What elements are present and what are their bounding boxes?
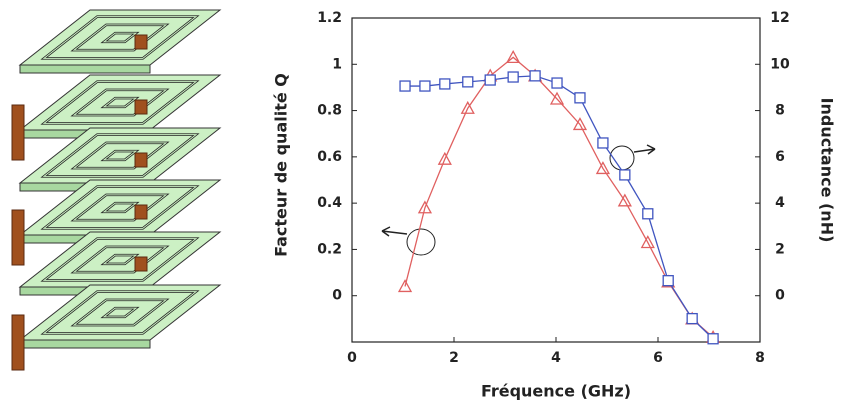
x-tick-label: 8: [755, 350, 765, 366]
spiral-turn-inner: [42, 238, 198, 281]
series-line: [405, 75, 714, 340]
y2-axis-title: Inductance (nH): [818, 98, 837, 243]
plate: [18, 284, 222, 341]
spiral-turn-inner: [102, 97, 138, 108]
x-tick-label: 6: [653, 350, 663, 366]
plate: [18, 74, 222, 131]
triangle-marker: [437, 151, 452, 165]
spiral-turn-inner: [102, 150, 138, 161]
square-marker: [642, 208, 654, 220]
y2-tick-label: 10: [770, 56, 790, 72]
square-marker: [399, 80, 411, 92]
spiral-turn-inner: [72, 246, 168, 273]
y2-tick-label: 12: [770, 10, 789, 26]
square-marker: [686, 312, 698, 325]
y-tick-label: 0.6: [317, 149, 342, 165]
spiral-turn-inner: [102, 307, 138, 318]
spiral-turn-inner: [42, 81, 198, 124]
triangle-marker: [506, 49, 521, 63]
annotation-arrow-left: [381, 226, 408, 237]
square-marker: [529, 70, 541, 82]
y-tick-label: 1.2: [317, 10, 342, 26]
plate-edge: [19, 64, 151, 74]
spiral-turn-inner: [72, 194, 168, 221]
plate-edge: [19, 339, 151, 349]
x-tick-label: 2: [449, 350, 459, 366]
spiral-turn-inner: [102, 202, 138, 213]
y2-tick-label: 6: [775, 149, 785, 165]
y2-tick-label: 0: [775, 288, 785, 304]
square-marker: [707, 333, 719, 345]
square-marker: [462, 76, 474, 88]
triangle-marker: [549, 91, 565, 105]
square-marker: [662, 275, 674, 287]
spiral-turn-inner: [102, 254, 138, 265]
plate: [18, 9, 222, 66]
triangle-marker: [595, 161, 611, 175]
plot-frame: [351, 17, 761, 343]
triangle-marker: [617, 193, 632, 207]
y-tick-label: 0.8: [317, 103, 342, 119]
spiral-turn-inner: [72, 24, 168, 51]
stacked-inductor-illustration: [11, 9, 222, 371]
square-marker: [484, 74, 496, 86]
spiral-turn-inner: [72, 89, 168, 116]
y2-tick-label: 8: [775, 103, 785, 119]
y-tick-label: 0.4: [317, 195, 342, 211]
square-marker: [419, 80, 431, 92]
spiral-turn-inner: [42, 291, 198, 334]
via: [11, 209, 25, 266]
spiral-turn-inner: [102, 32, 138, 43]
via: [11, 104, 25, 161]
triangle-marker: [640, 235, 655, 249]
triangle-marker: [397, 279, 413, 293]
spiral-turn-inner: [42, 16, 198, 59]
square-marker: [507, 71, 519, 83]
series-annotation-ellipse: [406, 228, 436, 256]
via: [11, 314, 25, 371]
spiral-turn-inner: [72, 299, 168, 326]
y-tick-label: 0: [332, 288, 342, 304]
square-marker: [439, 78, 451, 90]
series-line: [404, 56, 714, 338]
via: [134, 34, 148, 50]
square-marker: [551, 77, 563, 89]
via: [134, 152, 148, 168]
y-tick-label: 0.2: [317, 241, 342, 257]
x-axis-title: Fréquence (GHz): [481, 382, 631, 401]
x-tick-label: 0: [347, 350, 357, 366]
via: [134, 256, 148, 272]
square-marker: [619, 169, 631, 181]
spiral-turn-inner: [42, 186, 198, 229]
square-marker: [597, 137, 609, 149]
triangle-marker: [417, 200, 433, 214]
annotation-arrow-right: [633, 144, 656, 155]
square-marker: [574, 92, 586, 104]
x-tick-label: 4: [551, 350, 561, 366]
spiral-turn-inner: [72, 142, 168, 169]
via: [134, 99, 148, 115]
triangle-marker: [460, 100, 475, 114]
spiral-turn-inner: [42, 134, 198, 177]
y2-tick-label: 4: [775, 195, 785, 211]
y2-tick-label: 2: [775, 241, 785, 257]
triangle-marker: [572, 117, 588, 131]
y-tick-label: 1: [332, 56, 342, 72]
via: [134, 204, 148, 220]
y-axis-title: Facteur de qualité Q: [272, 73, 291, 257]
